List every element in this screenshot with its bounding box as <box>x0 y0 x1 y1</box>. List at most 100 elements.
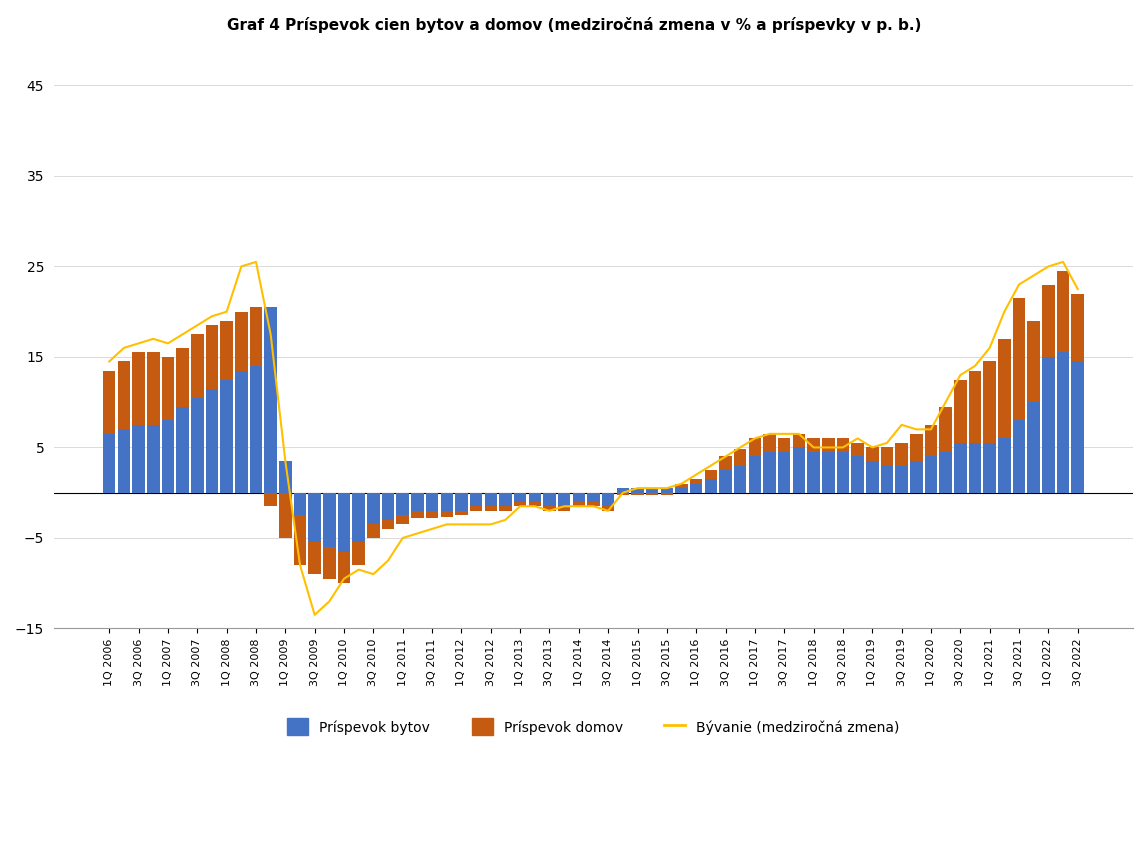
Bar <box>734 466 746 493</box>
Bar <box>910 434 923 461</box>
Bar <box>250 307 262 366</box>
Bar <box>1071 293 1084 361</box>
Bar <box>543 493 556 506</box>
Bar <box>147 425 160 493</box>
Bar <box>807 438 820 452</box>
Bar <box>147 353 160 425</box>
Bar <box>294 516 307 565</box>
Bar <box>528 502 541 506</box>
Bar <box>558 493 571 506</box>
Bar <box>352 543 365 565</box>
Bar <box>191 334 203 398</box>
Bar <box>118 361 130 429</box>
Bar <box>323 493 335 547</box>
Bar <box>631 493 644 495</box>
Bar <box>279 461 292 493</box>
Bar <box>499 506 512 510</box>
Bar <box>382 493 394 520</box>
Bar <box>103 371 116 434</box>
Bar <box>499 493 512 506</box>
Bar <box>279 493 292 538</box>
Bar <box>1027 321 1040 402</box>
Bar <box>748 438 761 456</box>
Bar <box>118 429 130 493</box>
Bar <box>441 510 453 517</box>
Bar <box>1057 353 1069 493</box>
Bar <box>866 448 878 461</box>
Bar <box>309 543 321 574</box>
Bar <box>631 488 644 493</box>
Bar <box>456 510 467 516</box>
Bar <box>734 449 746 466</box>
Bar <box>866 461 878 493</box>
Bar <box>514 502 526 506</box>
Bar <box>984 443 996 493</box>
Bar <box>660 493 673 495</box>
Bar <box>925 456 937 493</box>
Bar <box>939 407 952 452</box>
Legend: Príspevok bytov, Príspevok domov, Bývanie (medziročná zmena): Príspevok bytov, Príspevok domov, Bývani… <box>281 713 906 741</box>
Bar <box>1013 298 1025 421</box>
Bar <box>264 307 277 493</box>
Bar <box>998 339 1010 438</box>
Bar <box>881 448 893 466</box>
Bar <box>1071 361 1084 493</box>
Bar <box>792 448 805 493</box>
Bar <box>660 488 673 493</box>
Bar <box>162 357 174 421</box>
Bar <box>720 456 731 470</box>
Bar <box>998 438 1010 493</box>
Bar <box>837 438 850 452</box>
Bar <box>484 506 497 510</box>
Bar <box>426 510 439 518</box>
Bar <box>103 434 116 493</box>
Bar <box>939 452 952 493</box>
Bar <box>309 493 321 543</box>
Bar <box>514 493 526 502</box>
Bar <box>690 479 703 483</box>
Bar <box>543 506 556 510</box>
Bar <box>895 443 908 466</box>
Bar <box>162 421 174 493</box>
Bar <box>367 524 380 538</box>
Bar <box>177 407 189 493</box>
Bar <box>763 452 776 493</box>
Bar <box>778 438 791 452</box>
Bar <box>1057 271 1069 353</box>
Bar <box>852 456 863 493</box>
Bar <box>558 506 571 510</box>
Bar <box>881 466 893 493</box>
Bar <box>1042 357 1055 493</box>
Bar <box>456 493 467 510</box>
Bar <box>954 443 967 493</box>
Bar <box>910 461 923 493</box>
Bar <box>1013 421 1025 493</box>
Bar <box>470 506 482 510</box>
Bar <box>969 443 982 493</box>
Bar <box>338 551 350 583</box>
Bar <box>235 371 248 493</box>
Bar <box>675 483 688 488</box>
Bar <box>616 488 629 493</box>
Bar <box>484 493 497 506</box>
Bar <box>235 312 248 371</box>
Bar <box>705 470 718 479</box>
Bar <box>646 488 659 493</box>
Bar <box>205 326 218 388</box>
Bar <box>792 434 805 448</box>
Bar <box>602 506 614 510</box>
Bar <box>1027 402 1040 493</box>
Bar <box>220 380 233 493</box>
Bar <box>969 371 982 443</box>
Bar <box>396 493 409 516</box>
Bar <box>588 502 599 506</box>
Bar <box>294 493 307 516</box>
Bar <box>895 466 908 493</box>
Bar <box>602 493 614 506</box>
Bar <box>822 452 835 493</box>
Bar <box>822 438 835 452</box>
Bar <box>925 425 937 456</box>
Bar <box>220 321 233 380</box>
Bar <box>837 452 850 493</box>
Bar <box>411 510 424 518</box>
